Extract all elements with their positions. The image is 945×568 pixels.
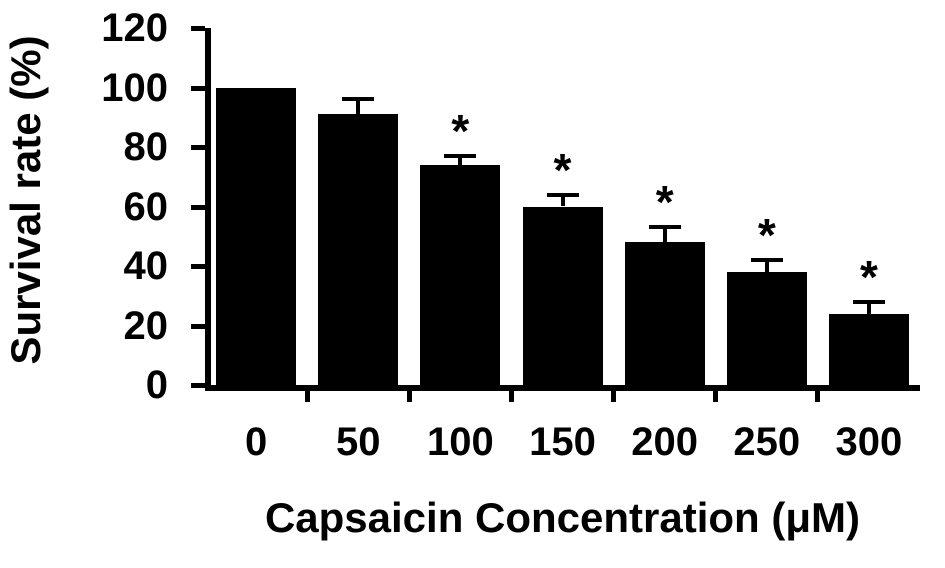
y-axis-tick xyxy=(191,145,205,150)
y-tick-label: 80 xyxy=(123,125,169,169)
bar xyxy=(216,87,297,385)
y-axis-line xyxy=(205,28,211,391)
error-bar xyxy=(560,194,565,207)
x-tick-label: 250 xyxy=(733,420,801,464)
significance-asterisk: * xyxy=(451,104,470,157)
y-tick-label: 60 xyxy=(123,184,169,229)
y-axis-tick xyxy=(191,85,205,91)
error-bar xyxy=(764,260,769,272)
significance-asterisk: * xyxy=(757,209,776,262)
bar xyxy=(828,313,909,385)
y-tick-label: 20 xyxy=(123,303,169,348)
x-axis-title: Capsaicin Concentration (μM) xyxy=(264,494,861,541)
y-tick-label: 120 xyxy=(101,6,168,50)
bar xyxy=(726,271,807,385)
error-bar-cap xyxy=(546,192,579,197)
y-axis-tick xyxy=(191,264,205,269)
bar xyxy=(318,114,399,385)
y-tick-label: 40 xyxy=(123,244,169,288)
bar xyxy=(522,206,603,385)
x-tick-label: 0 xyxy=(244,420,268,464)
significance-asterisk: * xyxy=(859,250,878,303)
error-bar-cap xyxy=(444,153,477,158)
x-tick-label: 100 xyxy=(426,420,494,464)
bar xyxy=(420,164,501,385)
error-bar-cap xyxy=(852,299,885,304)
y-tick-label: 100 xyxy=(101,65,168,110)
y-axis-tick xyxy=(191,323,205,329)
x-axis-tick xyxy=(815,391,821,402)
y-axis-tick xyxy=(191,26,205,31)
x-axis-tick xyxy=(406,391,412,402)
x-axis-tick xyxy=(611,391,617,402)
error-bar xyxy=(356,99,361,115)
x-tick-label: 300 xyxy=(835,420,903,464)
error-bar-cap xyxy=(648,225,681,230)
x-axis-tick xyxy=(508,391,514,402)
y-tick-label: 0 xyxy=(145,363,168,407)
error-bar-cap xyxy=(750,258,783,263)
x-tick-label: 200 xyxy=(631,420,698,464)
x-axis-line xyxy=(205,385,920,391)
significance-asterisk: * xyxy=(553,143,572,196)
bar xyxy=(624,242,705,385)
y-axis-tick xyxy=(191,383,205,388)
error-bar xyxy=(458,155,463,165)
x-tick-label: 150 xyxy=(529,420,596,464)
error-bar xyxy=(662,227,667,243)
x-axis-tick xyxy=(713,391,719,402)
x-tick-label: 50 xyxy=(335,420,381,464)
y-axis-tick xyxy=(191,204,205,210)
x-axis-tick xyxy=(304,391,310,402)
error-bar xyxy=(866,301,871,314)
error-bar-cap xyxy=(342,97,375,102)
significance-asterisk: * xyxy=(655,176,674,229)
